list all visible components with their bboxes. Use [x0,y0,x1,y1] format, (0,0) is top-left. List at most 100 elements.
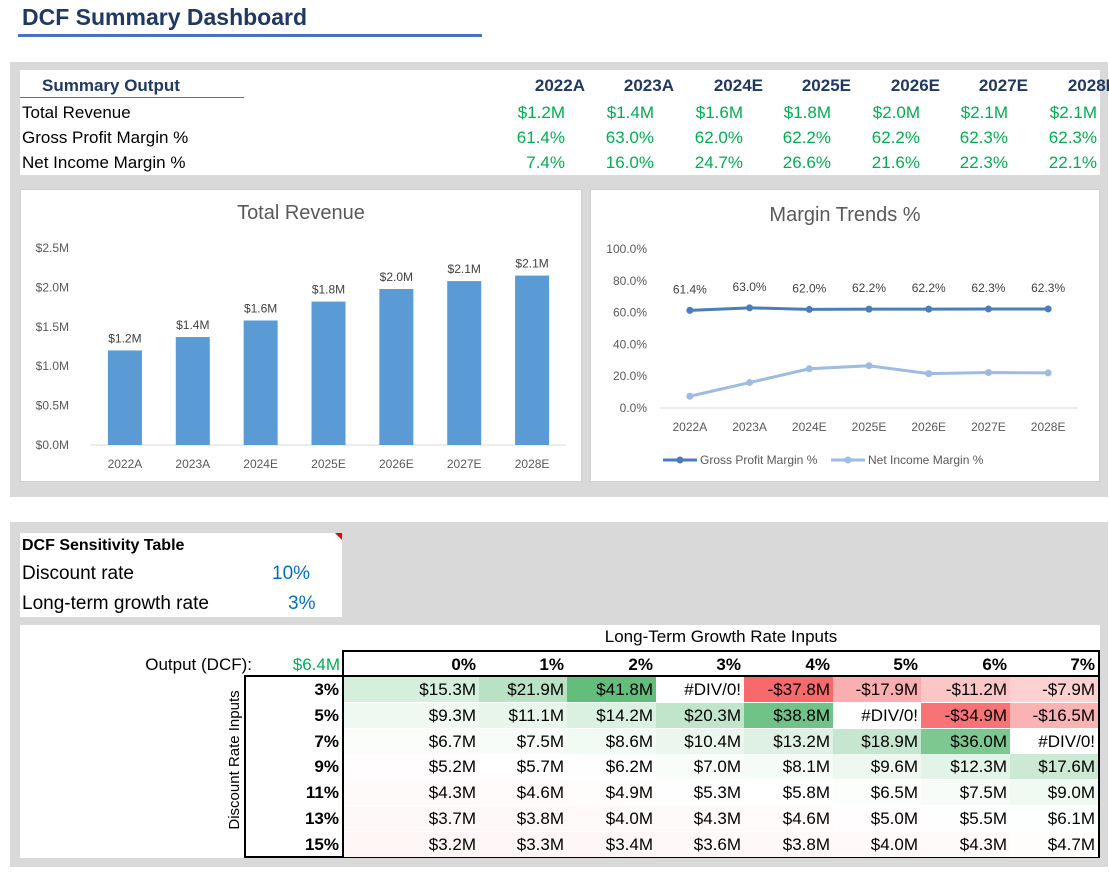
bar-data-label: $1.6M [244,301,277,315]
x-tick-label: 2025E [852,420,887,434]
point-data-label: 62.2% [852,281,886,295]
sensitivity-cell: $4.6M [479,780,567,806]
header-underline [20,97,244,98]
summary-value: 26.6% [782,153,831,172]
sensitivity-cell: -$34.9M [921,702,1010,728]
year-header: 2026E [890,76,940,95]
year-header: 2023A [623,76,674,95]
y-tick-label: 20.0% [613,369,647,383]
sensitivity-cell: $38.8M [744,702,833,728]
revenue-chart-svg: $0.0M $0.5M $1.0M $1.5M $2.0M $2.5M $1.2M 2022A… [36,241,566,471]
data-point [805,305,813,313]
discount-rate-value[interactable]: 10% [272,563,311,584]
sensitivity-cell: $3.8M [744,831,833,857]
discount-inputs-title: Discount Rate Inputs [226,690,243,830]
revenue-bar [379,288,414,445]
dashboard-title: DCF Summary Dashboard [22,4,308,30]
sensitivity-cell: $3.2M [344,831,479,857]
point-data-label: 62.2% [912,281,946,295]
bar-data-label: $2.0M [380,270,413,284]
sensitivity-inputs: DCF Sensitivity Table Discount rate 10% … [20,533,342,617]
x-tick-label: 2027E [447,457,482,471]
summary-value: $1.8M [783,103,831,122]
summary-row: Total Revenue $1.2M $1.4M $1.6M $1.8M $2.0M $2… [20,100,1100,125]
sensitivity-cell: $4.9M [567,780,656,806]
discount-rate-label: Discount rate [22,563,134,584]
revenue-bar [311,301,346,445]
summary-header: Summary Output [42,76,180,95]
x-tick-label: 2026E [379,457,414,471]
sensitivity-cell: $9.6M [833,754,921,780]
summary-value: $2.0M [872,103,920,122]
data-point [1044,305,1052,313]
data-point [746,304,754,312]
x-tick-label: 2028E [1031,420,1066,434]
sensitivity-cell: $13.2M [744,728,833,754]
sensitivity-cell: $5.0M [833,806,921,831]
sensitivity-cell: -$7.9M [1010,677,1098,702]
x-tick-label: 2027E [971,420,1006,434]
revenue-bar [447,281,482,445]
discount-row-header: 3% [314,680,339,699]
y-tick-label: 0.0% [620,401,648,415]
sensitivity-cell: $21.9M [479,677,567,702]
summary-value: $1.2M [517,103,565,122]
growth-col-header: 7% [1070,655,1095,674]
sensitivity-cell: -$11.2M [921,677,1010,702]
data-point [805,365,813,373]
row-label: Total Revenue [22,103,131,122]
x-tick-label: 2022A [108,457,143,471]
revenue-chart: Total Revenue $0.0M $0.5M $1.0M $1.5M $2.0M $… [20,189,582,482]
year-header: 2025E [801,76,851,95]
summary-value: 22.3% [959,153,1008,172]
sensitivity-cell: $5.2M [344,754,479,780]
y-tick-label: 40.0% [613,337,647,351]
x-tick-label: 2024E [792,420,827,434]
growth-rate-value[interactable]: 3% [288,593,316,614]
summary-value: 62.2% [782,128,831,147]
sensitivity-cell: $4.3M [656,806,744,831]
discount-row-header: 15% [304,834,339,854]
sensitivity-cell: #DIV/0! [656,677,744,702]
data-point [865,305,873,313]
y-tick-label: $1.5M [36,320,69,334]
sensitivity-cell: $5.3M [656,780,744,806]
sensitivity-cell: $36.0M [921,728,1010,754]
sensitivity-cell: $3.4M [567,831,656,857]
summary-row: Gross Profit Margin % 61.4% 63.0% 62.0% 62.2… [20,125,1100,150]
growth-col-header: 4% [805,655,830,674]
sensitivity-cell: $5.8M [744,780,833,806]
summary-value: 22.1% [1048,153,1097,172]
x-tick-label: 2028E [515,457,550,471]
x-tick-label: 2025E [311,457,346,471]
sensitivity-cell: -$16.5M [1010,702,1098,728]
y-tick-label: $2.5M [36,241,69,255]
output-value: $6.4M [292,655,340,674]
sensitivity-cell: $9.0M [1010,780,1098,806]
y-tick-label: 80.0% [613,274,647,288]
growth-col-header: 2% [628,655,653,674]
sensitivity-cell: $7.5M [479,728,567,754]
growth-rate-label: Long-term growth rate [22,593,209,614]
discount-row-header: 5% [314,705,339,725]
margin-chart: Margin Trends % 0.0% 20.0% 40.0% 60.0% 80.0%… [590,189,1100,482]
revenue-bar [175,337,210,445]
y-tick-label: $0.5M [36,399,69,413]
summary-value: 16.0% [605,153,654,172]
sensitivity-cell: $17.6M [1010,754,1098,780]
sensitivity-cell: $18.9M [833,728,921,754]
legend-marker [676,456,684,464]
summary-value: $1.6M [695,103,743,122]
margin-chart-svg: 0.0% 20.0% 40.0% 60.0% 80.0% 100.0% 2022A 2023A… [606,242,1078,467]
summary-header-row: Summary Output 2022A 2023A 2024E 2025E 2026E 2… [40,73,1109,98]
row-label: Gross Profit Margin % [22,128,189,147]
year-header: 2022A [534,76,585,95]
sensitivity-cell: $4.0M [833,831,921,857]
summary-value: $2.1M [1049,103,1097,122]
growth-col-header: 3% [716,655,741,674]
title-underline [18,34,482,37]
sensitivity-cell: $4.6M [744,806,833,831]
sensitivity-cell: $6.1M [1010,806,1098,831]
data-point [686,306,694,314]
legend-label: Gross Profit Margin % [700,453,818,467]
